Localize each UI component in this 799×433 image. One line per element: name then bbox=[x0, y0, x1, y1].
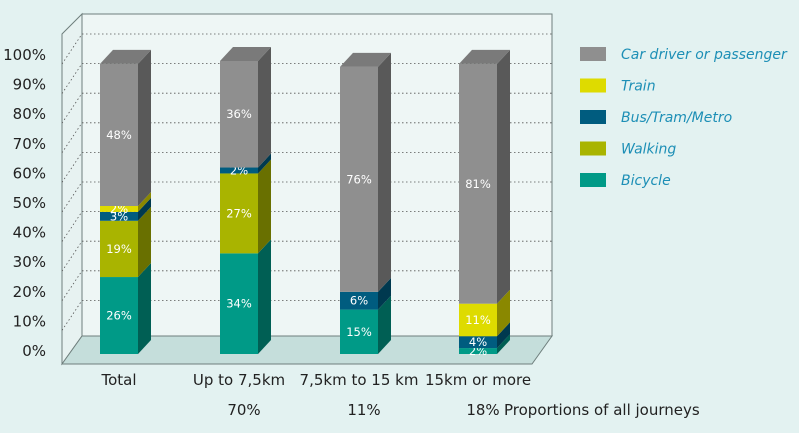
bar-side-bicycle bbox=[378, 295, 391, 354]
data-label-car-driver-or-passenger: 48% bbox=[106, 128, 132, 142]
bar-segment-bus-tram-metro bbox=[340, 291, 378, 310]
data-label-car-driver-or-passenger: 81% bbox=[465, 177, 491, 191]
bar-side-bicycle bbox=[497, 334, 510, 354]
y-tick-label: 70% bbox=[13, 135, 46, 153]
bar-segment-car-driver-or-passenger bbox=[100, 63, 138, 206]
data-label-bicycle: 26% bbox=[106, 309, 132, 323]
legend-swatch bbox=[580, 141, 606, 156]
x-category-label: 15km or more bbox=[425, 371, 531, 389]
legend-label: Train bbox=[621, 79, 656, 95]
y-tick-label: 0% bbox=[22, 342, 46, 360]
bar-segment-walking bbox=[220, 173, 258, 254]
data-label-bus-tram-metro: 3% bbox=[110, 209, 128, 223]
data-label-car-driver-or-passenger: 76% bbox=[346, 172, 372, 186]
data-label-bicycle: 15% bbox=[346, 325, 372, 339]
y-tick-label: 50% bbox=[13, 194, 46, 212]
bar-segment-bus-tram-metro bbox=[220, 167, 258, 174]
legend-label: Car driver or passenger bbox=[621, 47, 788, 63]
bar-top-car-driver-or-passenger bbox=[459, 49, 510, 64]
bar-side-bus-tram-metro bbox=[138, 197, 151, 221]
legend-item-bicycle: Bicycle bbox=[580, 173, 671, 189]
bar-side-bus-tram-metro bbox=[258, 153, 271, 174]
bar-segment-bus-tram-metro bbox=[100, 211, 138, 221]
y-tick-label: 40% bbox=[13, 224, 46, 242]
data-label-train: 11% bbox=[465, 313, 491, 327]
bar-side-bus-tram-metro bbox=[378, 277, 391, 310]
bar-side-train bbox=[497, 289, 510, 337]
legend-label: Walking bbox=[621, 142, 676, 158]
shares-label: Proportions of all journeys bbox=[504, 401, 700, 419]
bar-segment-train bbox=[459, 303, 497, 337]
data-label-bus-tram-metro: 4% bbox=[469, 335, 487, 349]
y-tick-label: 90% bbox=[13, 76, 46, 94]
y-tick-label: 30% bbox=[13, 253, 46, 271]
data-label-walking: 19% bbox=[106, 242, 132, 256]
bar-side-bicycle bbox=[138, 263, 151, 354]
data-label-car-driver-or-passenger: 36% bbox=[226, 107, 252, 121]
x-category-label: Up to 7,5km bbox=[193, 371, 285, 389]
bar-total: 26%19%3%2%48% bbox=[100, 49, 151, 354]
legend-swatch bbox=[580, 110, 606, 124]
legend-item-car-driver-or-passenger: Car driver or passenger bbox=[580, 47, 788, 63]
data-label-bicycle: 34% bbox=[226, 297, 252, 311]
legend-swatch bbox=[580, 173, 606, 187]
legend-label: Bicycle bbox=[621, 173, 671, 189]
bar-segment-bicycle bbox=[459, 348, 497, 354]
bar-7-5km-to-15-km: 15% 6% 76% bbox=[340, 52, 391, 354]
y-tick-label: 10% bbox=[13, 312, 46, 330]
x-axis: Total Up to 7,5km 70% 7,5km to 15 km 11% 15km… bbox=[100, 371, 531, 419]
legend-swatch bbox=[580, 47, 606, 61]
data-label-bus-tram-metro: 6% bbox=[350, 294, 368, 308]
plot-area bbox=[61, 12, 553, 366]
journey-share-label: 70% bbox=[227, 401, 260, 419]
bar-side-car-driver-or-passenger bbox=[258, 46, 271, 168]
bar-segment-car-driver-or-passenger bbox=[220, 60, 258, 168]
x-category-label: 7,5km to 15 km bbox=[300, 371, 419, 389]
x-category-label: Total bbox=[100, 371, 136, 389]
y-tick-label: 60% bbox=[13, 164, 46, 182]
data-label-walking: 27% bbox=[226, 206, 252, 220]
bar-top-car-driver-or-passenger bbox=[100, 49, 151, 64]
bar-top-car-driver-or-passenger bbox=[220, 46, 271, 61]
bar-side-walking bbox=[138, 206, 151, 278]
legend-swatch bbox=[580, 78, 606, 93]
bar-segment-walking bbox=[100, 220, 138, 278]
legend-item-train: Train bbox=[580, 78, 656, 95]
legend-item-bus-tram-metro: Bus/Tram/Metro bbox=[580, 110, 732, 126]
y-tick-label: 20% bbox=[13, 283, 46, 301]
bars: 26%19%3%2%48%34%27%2%36%15%6%76%2%4%11%8… bbox=[100, 46, 510, 358]
bar-side-bus-tram-metro bbox=[497, 322, 510, 349]
bar-side-walking bbox=[258, 159, 271, 254]
bar-segment-car-driver-or-passenger bbox=[459, 63, 497, 304]
bar-segment-bicycle bbox=[100, 277, 138, 354]
bar-side-car-driver-or-passenger bbox=[497, 49, 510, 304]
journey-share-label: 11% bbox=[347, 401, 380, 419]
bar-segment-car-driver-or-passenger bbox=[340, 66, 378, 292]
y-axis: 0% 10% 20% 30% 40% 50% 60% 70% 80% 90% 100% bbox=[3, 46, 46, 360]
legend-item-walking: Walking bbox=[580, 141, 676, 158]
bar-segment-train bbox=[100, 206, 138, 212]
bar-segment-bicycle bbox=[340, 309, 378, 354]
bar-side-train bbox=[138, 192, 151, 212]
bar-side-bicycle bbox=[258, 239, 271, 354]
floor bbox=[61, 335, 553, 365]
bar-segment-bicycle bbox=[220, 253, 258, 354]
bar-15km-or-more: 2%4%11%81% bbox=[459, 49, 510, 358]
bar-side-car-driver-or-passenger bbox=[378, 52, 391, 292]
legend: Car driver or passenger Train Bus/Tram/Met… bbox=[580, 47, 788, 189]
bar-side-car-driver-or-passenger bbox=[138, 49, 151, 206]
bar-segment-bus-tram-metro bbox=[459, 336, 497, 349]
y-tick-label: 100% bbox=[3, 46, 46, 64]
journey-share-label: 18% bbox=[466, 401, 499, 419]
bar-up-to-7-5km: 34%27%2%36% bbox=[220, 46, 271, 354]
legend-label: Bus/Tram/Metro bbox=[621, 110, 732, 126]
bar-top-car-driver-or-passenger bbox=[340, 52, 391, 67]
side-wall bbox=[61, 12, 83, 366]
y-tick-label: 80% bbox=[13, 105, 46, 123]
